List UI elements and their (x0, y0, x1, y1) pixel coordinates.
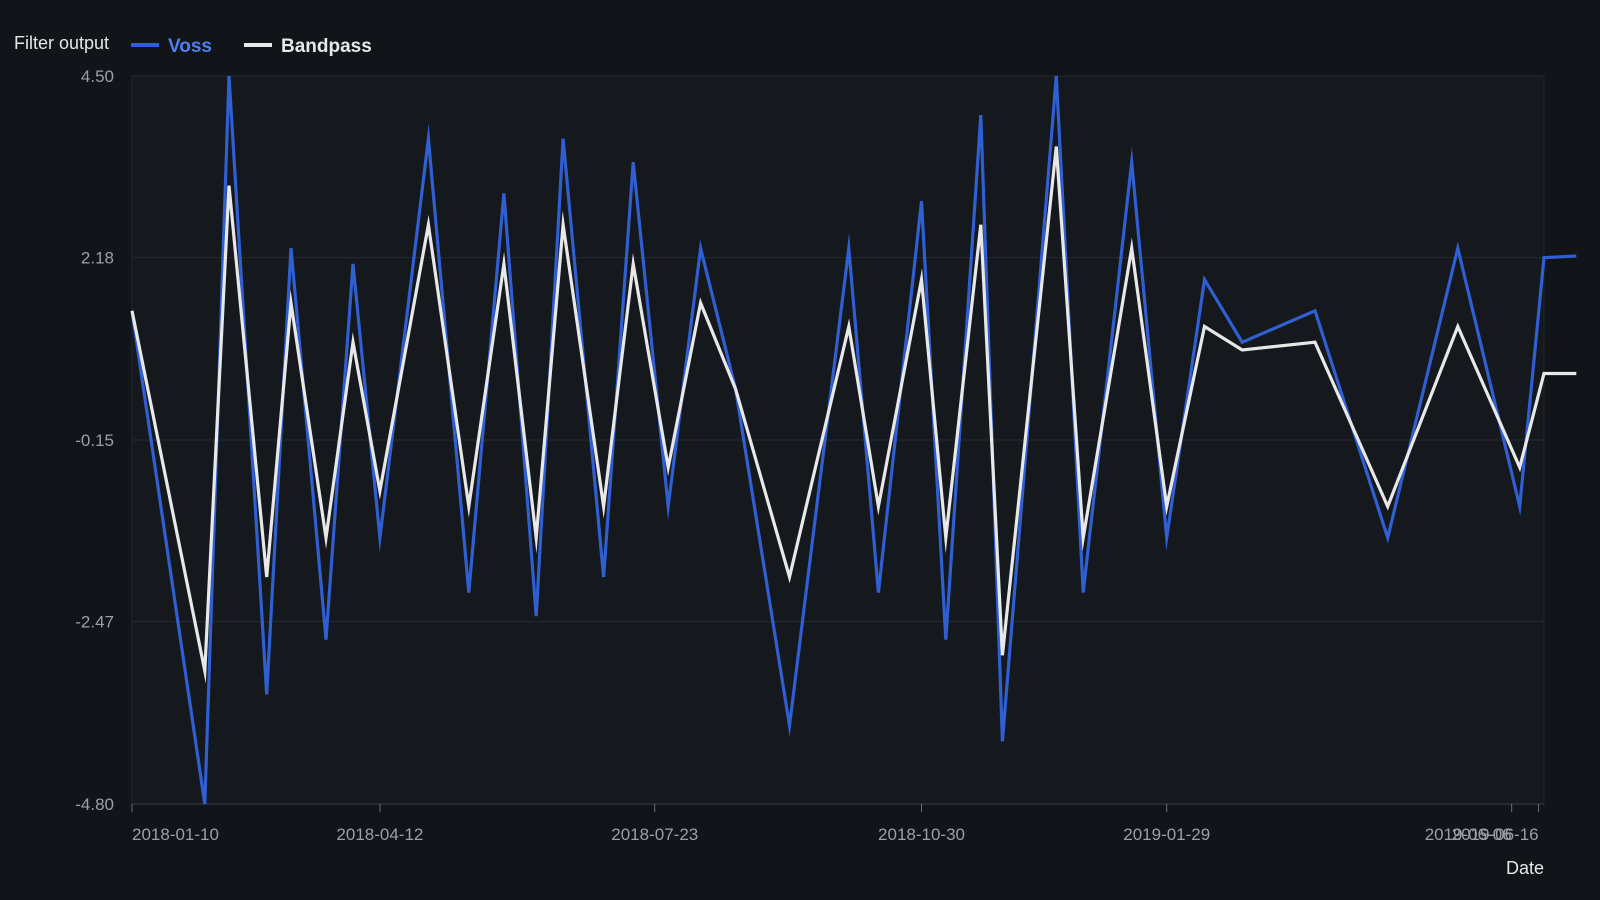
y-tick-label: -2.47 (75, 613, 114, 632)
y-tick-label: -4.80 (75, 795, 114, 814)
legend: Filter output Voss Bandpass (14, 33, 372, 57)
x-tick-label: 2019-06-16 (1452, 825, 1539, 844)
x-tick-label: 2018-04-12 (336, 825, 423, 844)
y-tick-label: 2.18 (81, 249, 114, 268)
y-tick-label: 4.50 (81, 67, 114, 86)
legend-label-voss: Voss (168, 36, 212, 57)
legend-title: Filter output (14, 33, 109, 53)
series-line-bandpass (130, 146, 1577, 684)
series-line-voss (130, 75, 1577, 805)
x-axis-label: Date (1506, 858, 1544, 878)
series-layer (130, 75, 1577, 805)
axes: 4.50 2.18 -0.15 -2.47 -4.80 2018-01-10 2018-04… (75, 67, 1544, 844)
x-tick-label: 2019-06-06 (1425, 825, 1512, 844)
x-tick-label: 2018-10-30 (878, 825, 965, 844)
y-tick-label: -0.15 (75, 431, 114, 450)
x-tick-label: 2019-01-29 (1123, 825, 1210, 844)
x-tick-label: 2018-07-23 (611, 825, 698, 844)
x-tick-label: 2018-01-10 (132, 825, 219, 844)
legend-label-bandpass: Bandpass (281, 36, 372, 57)
